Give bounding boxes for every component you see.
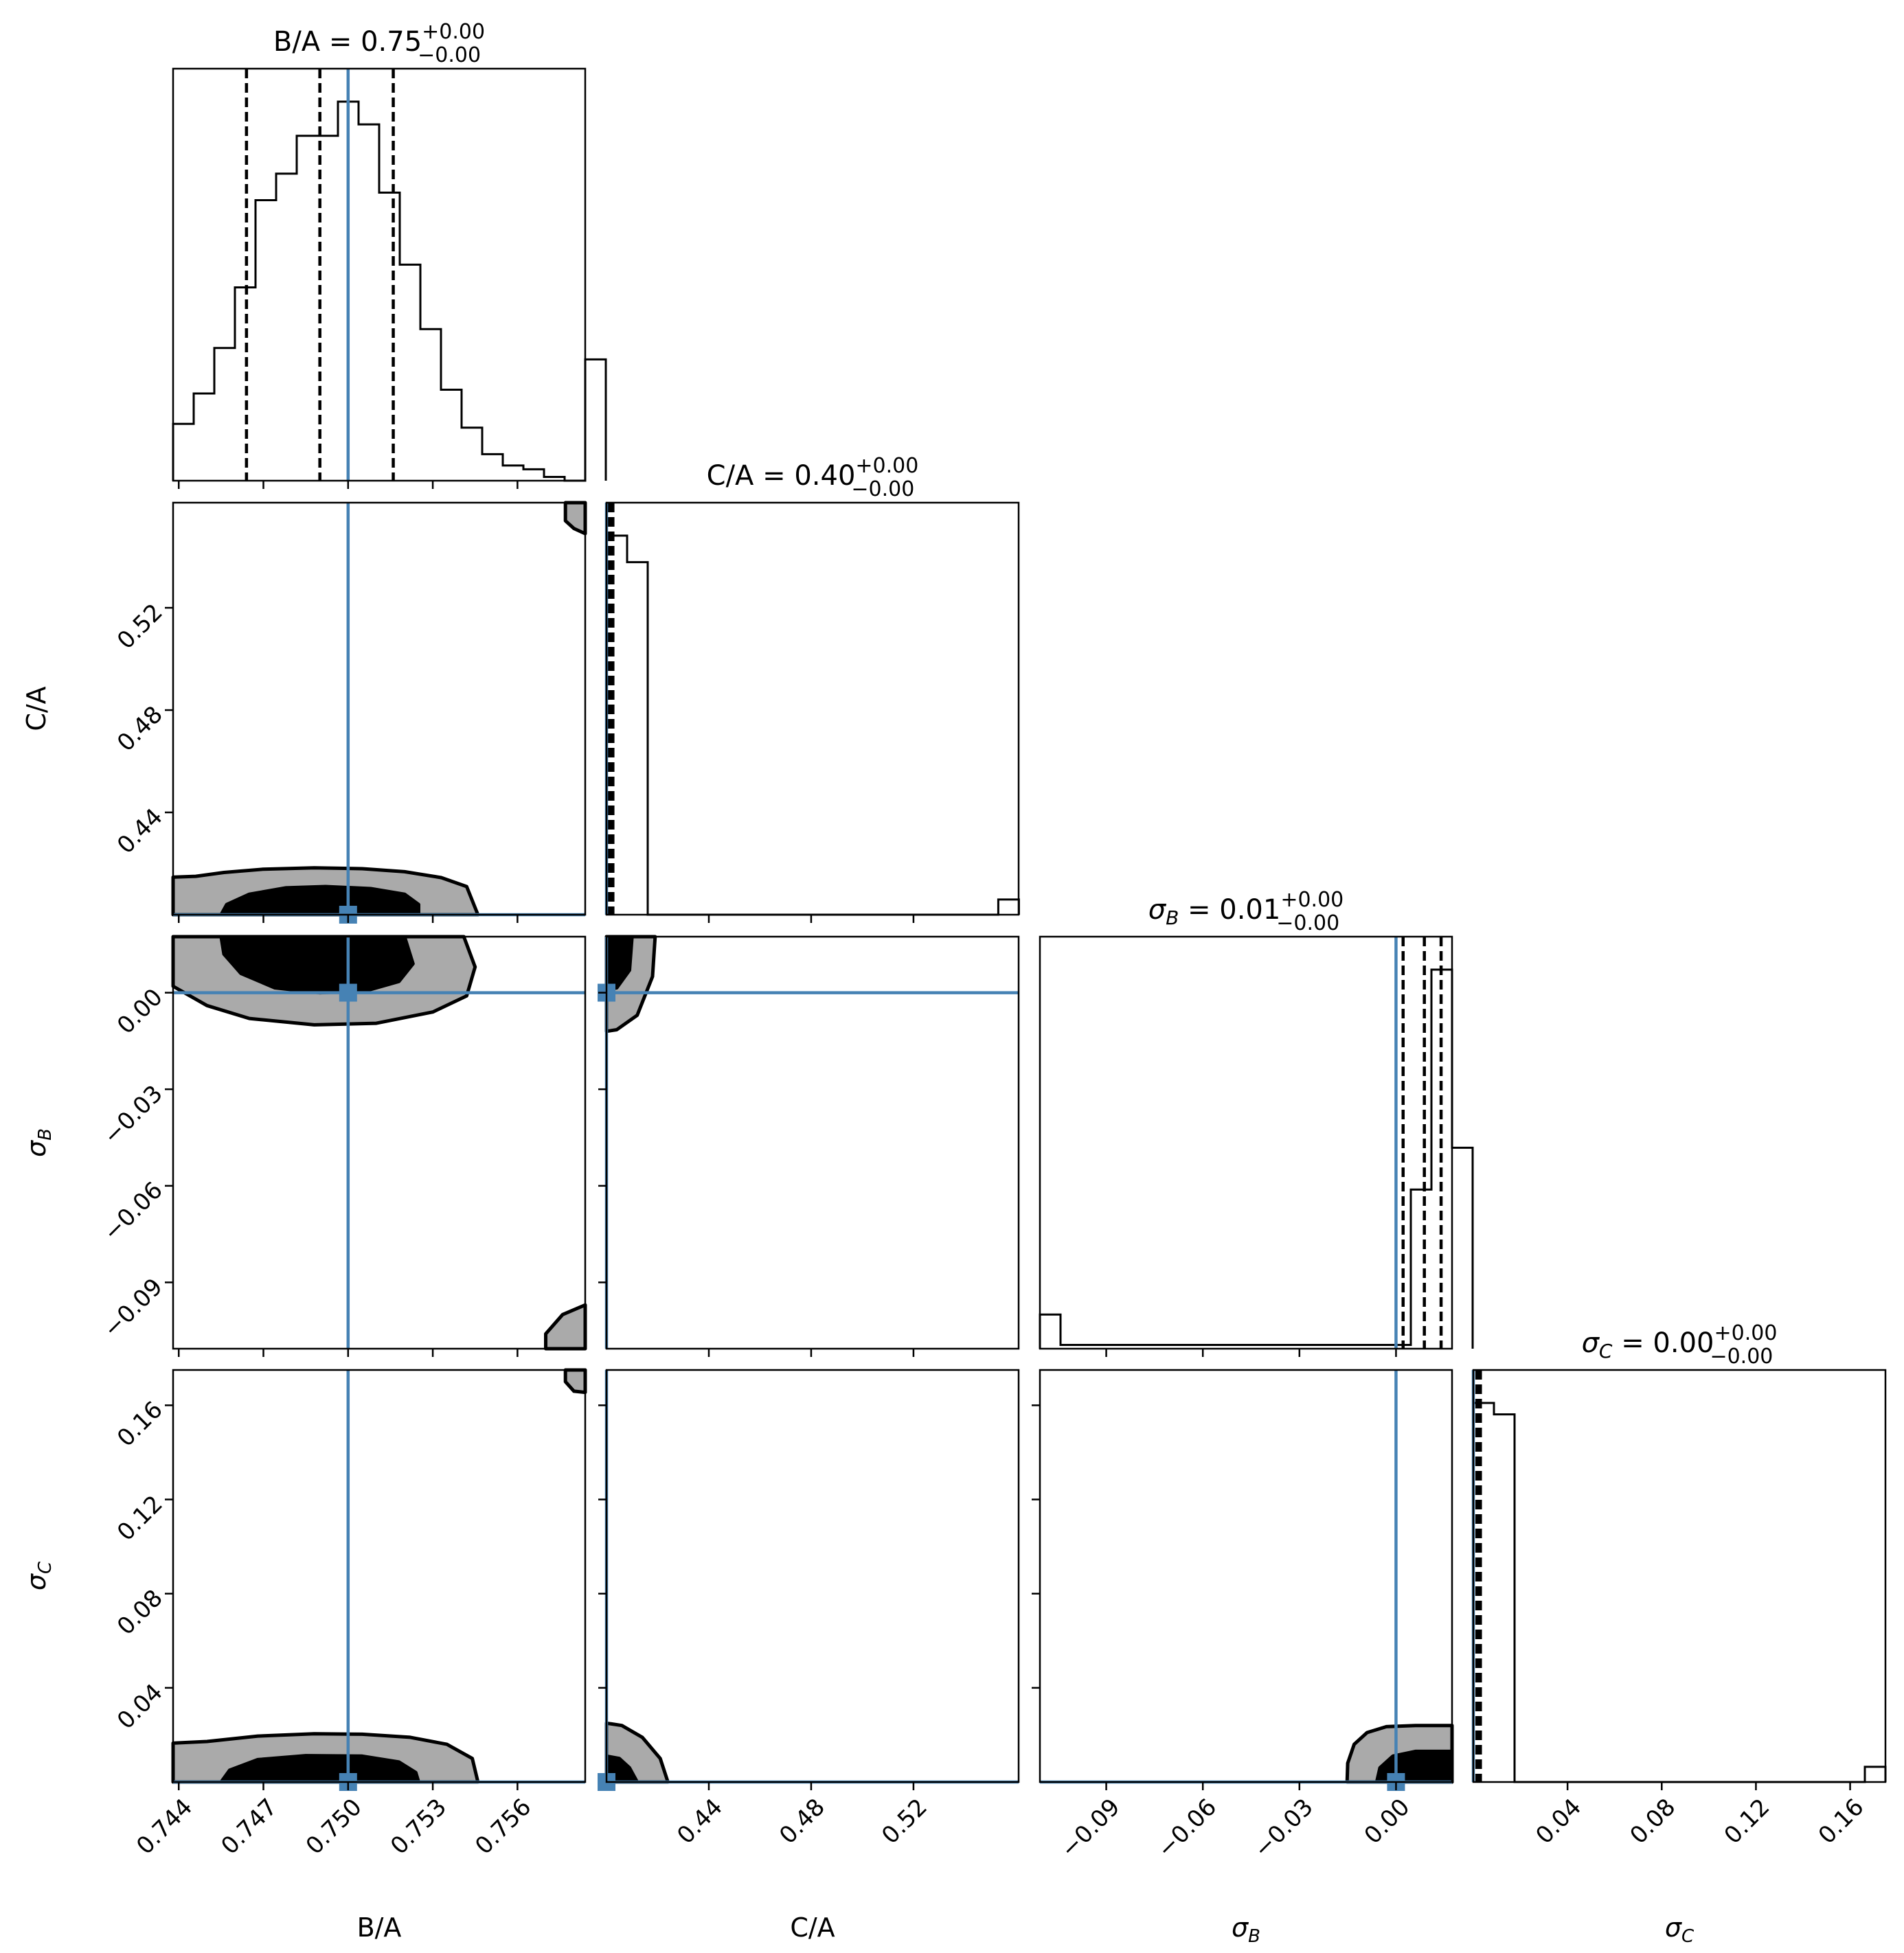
ylabel-sigma-b: σB [21, 1128, 56, 1157]
panel-frame-r4-c4 [1472, 1369, 1887, 1783]
xtick-label-sigma-c: 0.04 [1530, 1794, 1587, 1850]
panel-frame-r4-c3 [1039, 1369, 1453, 1783]
ylabel-sigma-c: σC [21, 1561, 56, 1590]
xlabel-ca: C/A [790, 1912, 835, 1943]
xlabel-ba: B/A [357, 1912, 402, 1943]
ytick-label-sigma-c: 0.16 [112, 1396, 168, 1452]
title-sigma-b: σB = 0.01+0.00 −0.00 [1148, 888, 1344, 935]
panel-frame-r2-c1 [172, 501, 587, 916]
xtick-label-sigma-b: −0.09 [1056, 1794, 1126, 1864]
xtick-label-sigma-c: 0.16 [1813, 1794, 1870, 1850]
xtick-label-sigma-b: −0.06 [1152, 1794, 1222, 1864]
contour-sigma-c-vs-ba-inner [219, 1754, 420, 1784]
panel-frame-r4-c2 [605, 1369, 1020, 1783]
xtick-label-sigma-c: 0.08 [1624, 1794, 1681, 1850]
contour-sigma-b-vs-ba-corner-blob [544, 1303, 587, 1351]
ticks-layer [165, 481, 1851, 1790]
ytick-label-sigma-b: −0.06 [98, 1176, 168, 1246]
ylabel-ca: C/A [21, 686, 52, 731]
histogram-ba [172, 100, 607, 482]
contour-ca-vs-ba-corner-blob [563, 501, 587, 536]
xtick-label-ba: 0.744 [131, 1794, 198, 1860]
ytick-label-sigma-c: 0.12 [112, 1490, 168, 1546]
title-ca: C/A = 0.40+0.00 −0.00 [707, 454, 919, 501]
title-sigma-c: σC = 0.00+0.00 −0.00 [1582, 1321, 1778, 1369]
xtick-label-sigma-c: 0.12 [1719, 1794, 1776, 1850]
xtick-label-ca: 0.48 [774, 1794, 830, 1850]
panel-frames-layer [172, 67, 1887, 1783]
xtick-label-ba: 0.747 [216, 1794, 282, 1860]
ytick-label-sigma-b: −0.03 [98, 1080, 168, 1150]
ytick-label-ca: 0.52 [112, 599, 168, 655]
ytick-label-sigma-c: 0.04 [112, 1678, 168, 1735]
ytick-label-sigma-b: −0.09 [98, 1273, 168, 1343]
truth-marker-sigma-b-vs-ba [339, 983, 357, 1002]
ytick-label-ca: 0.48 [112, 701, 168, 757]
panel-frame-r3-c2 [605, 935, 1020, 1350]
ytick-label-sigma-c: 0.08 [112, 1584, 168, 1641]
title-ba: B/A = 0.75+0.00 −0.00 [273, 20, 485, 67]
xtick-label-ca: 0.44 [672, 1794, 728, 1850]
histogram-sigma-c [1472, 1402, 1887, 1783]
ytick-label-sigma-b: 0.00 [112, 983, 168, 1040]
panel-frame-r3-c3 [1039, 935, 1453, 1350]
xlabel-sigma-b: σB [1232, 1912, 1260, 1947]
histogram-sigma-b [1039, 968, 1474, 1349]
histogram-ca [605, 534, 1020, 916]
xtick-label-ca: 0.52 [876, 1794, 933, 1850]
xtick-label-ba: 0.750 [301, 1794, 367, 1860]
panel-frame-r3-c1 [172, 935, 587, 1350]
panel-frame-r2-c2 [605, 501, 1020, 916]
panel-frame-r1-c1 [172, 67, 587, 482]
ytick-label-ca: 0.44 [112, 803, 168, 860]
xlabel-sigma-c: σC [1665, 1912, 1695, 1947]
xtick-label-sigma-b: −0.03 [1249, 1794, 1319, 1864]
xtick-label-ba: 0.756 [470, 1794, 536, 1860]
panel-frame-r4-c1 [172, 1369, 587, 1783]
quantile-lines-layer [245, 69, 1482, 1782]
xtick-label-ba: 0.753 [385, 1794, 452, 1860]
xtick-label-sigma-b: 0.00 [1359, 1794, 1416, 1850]
contour-sigma-c-vs-ba-corner-blob [563, 1368, 587, 1395]
contour-fills-layer [171, 501, 1454, 1784]
